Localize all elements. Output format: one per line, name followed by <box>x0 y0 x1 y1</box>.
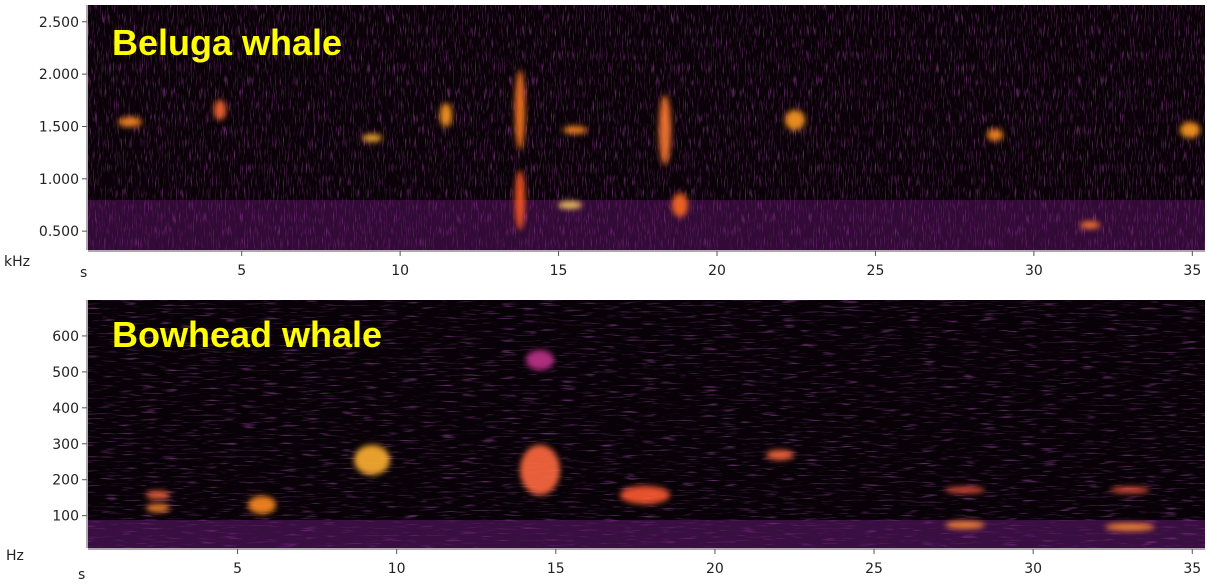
y-tick-label: 500 <box>52 365 79 381</box>
y-tick-label: 200 <box>52 473 79 489</box>
y-tick-label: 600 <box>52 329 79 345</box>
x-tick-label: 15 <box>550 263 568 279</box>
y-tick-label: 1.500 <box>39 119 79 135</box>
x-tick-label: 5 <box>233 561 242 577</box>
x-tick-label: 15 <box>547 561 565 577</box>
y-tick-label: 0.500 <box>39 224 79 240</box>
x-tick-label: 30 <box>1024 561 1042 577</box>
x-tick-label: 35 <box>1183 263 1201 279</box>
x-tick-label: 25 <box>865 561 883 577</box>
x-tick-label: 10 <box>391 263 409 279</box>
y-tick-label: 2.500 <box>39 15 79 31</box>
y-axis-label: Hz <box>6 548 24 564</box>
x-tick-label: 25 <box>867 263 885 279</box>
y-tick-label: 300 <box>52 437 79 453</box>
x-tick-label: 20 <box>706 561 724 577</box>
x-axis-label: s <box>78 567 85 583</box>
x-tick-label: 35 <box>1183 561 1201 577</box>
y-tick-label: 100 <box>52 509 79 525</box>
x-axis-label: s <box>80 265 87 281</box>
annotation: Beluga whale <box>112 22 342 63</box>
spectrogram-figure: Beluga whale Bowhead whale kHz s Hz s 5 1… <box>0 0 1207 584</box>
y-tick-label: 2.000 <box>39 67 79 83</box>
y-tick-label: 400 <box>52 401 79 417</box>
y-tick-label: 1.000 <box>39 172 79 188</box>
x-tick-label: 5 <box>237 263 246 279</box>
x-tick-label: 20 <box>708 263 726 279</box>
x-tick-label: 10 <box>388 561 406 577</box>
annotation: Bowhead whale <box>112 314 382 355</box>
y-axis-label: kHz <box>4 254 30 270</box>
x-tick-label: 30 <box>1025 263 1043 279</box>
